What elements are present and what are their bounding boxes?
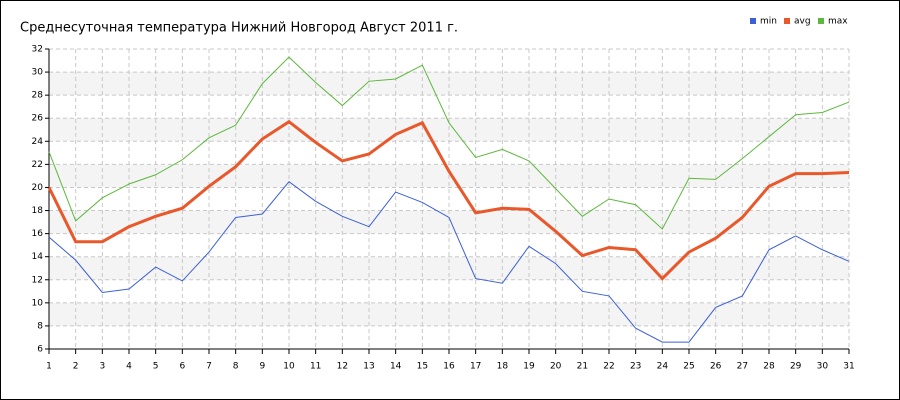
line-min [48,181,850,343]
legend-label: max [828,17,848,27]
y-tick-label: 6 [37,345,43,355]
x-tick-label: 27 [737,362,748,372]
x-tick-label: 26 [710,362,722,372]
band [49,72,849,96]
legend-swatch [750,18,756,24]
y-tick-label: 20 [32,183,44,193]
x-tick-label: 25 [683,362,694,372]
x-tick-label: 22 [603,362,614,372]
x-tick-label: 8 [233,362,239,372]
x-tick-label: 11 [310,362,321,372]
x-tick-label: 23 [630,362,641,372]
x-tick-label: 24 [657,362,669,372]
y-tick-label: 18 [32,206,44,216]
y-tick-label: 28 [32,91,44,101]
line-avg [47,119,850,281]
legend-swatch [784,18,790,24]
x-tick-label: 20 [550,362,562,372]
x-tick-label: 29 [790,362,802,372]
x-tick-label: 19 [523,362,535,372]
x-tick-label: 1 [46,362,52,372]
x-tick-label: 3 [99,362,105,372]
x-tick-label: 5 [153,362,159,372]
y-tick-label: 10 [32,298,44,308]
chart-title: Среднесуточная температура Нижний Новгор… [20,21,458,36]
x-tick-label: 21 [577,362,588,372]
y-tick-label: 22 [32,160,43,170]
y-tick-label: 24 [32,137,44,147]
x-tick-label: 28 [763,362,775,372]
y-tick-label: 16 [32,229,44,239]
x-tick-label: 7 [206,362,212,372]
legend-label: avg [794,17,811,27]
legend-swatch [818,18,824,24]
y-tick-label: 8 [37,321,43,331]
band [49,302,849,326]
x-tick-label: 15 [417,362,428,372]
line-max [48,56,850,230]
x-tick-label: 17 [470,362,481,372]
x-tick-label: 2 [73,362,79,372]
x-tick-label: 31 [843,362,854,372]
y-tick-label: 14 [32,252,44,262]
x-tick-label: 12 [337,362,348,372]
legend-label: min [760,17,777,27]
x-tick-label: 10 [283,362,295,372]
y-tick-label: 26 [32,114,44,124]
x-tick-label: 18 [497,362,509,372]
x-tick-label: 6 [179,362,185,372]
y-tick-label: 12 [32,275,43,285]
x-tick-label: 30 [817,362,829,372]
x-tick-label: 14 [390,362,402,372]
y-tick-label: 32 [32,45,43,55]
y-tick-label: 30 [32,68,44,78]
x-tick-label: 16 [443,362,455,372]
x-tick-label: 4 [126,362,132,372]
x-tick-label: 13 [363,362,374,372]
x-tick-label: 9 [259,362,265,372]
